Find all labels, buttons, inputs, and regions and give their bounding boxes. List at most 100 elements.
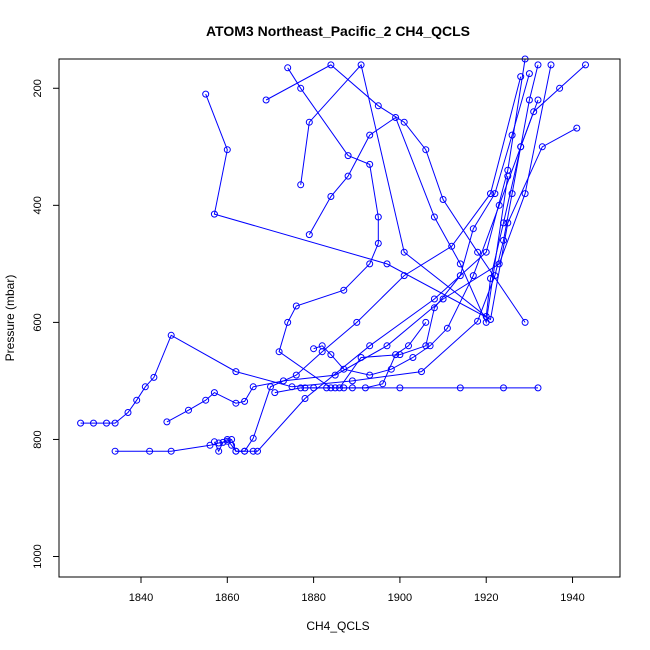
data-point (456, 272, 464, 280)
data-point (232, 399, 240, 407)
data-point (327, 351, 335, 359)
data-point (469, 272, 477, 280)
data-point (210, 438, 218, 446)
data-point (348, 384, 356, 392)
data-point (474, 317, 482, 325)
x-tick-label: 1900 (388, 592, 412, 604)
data-point (383, 260, 391, 268)
data-point (318, 342, 326, 350)
data-point (374, 102, 382, 110)
data-point (232, 447, 240, 455)
data-point (487, 190, 494, 198)
data-point (469, 225, 477, 233)
data-point (348, 377, 356, 385)
data-point (353, 318, 361, 326)
data-point (340, 365, 348, 373)
data-point (491, 190, 499, 198)
data-point (366, 342, 374, 350)
data-point (210, 389, 218, 397)
data-point (262, 96, 270, 104)
data-point (374, 239, 382, 247)
data-point (344, 152, 352, 160)
series-3 (163, 61, 555, 426)
data-point (409, 354, 417, 361)
data-point (103, 419, 110, 427)
data-point (525, 96, 533, 104)
y-tick-label: 800 (32, 430, 44, 448)
data-point (111, 419, 119, 427)
data-point (228, 441, 236, 449)
data-point (331, 371, 339, 379)
y-tick-label: 200 (32, 79, 44, 97)
data-point (573, 124, 581, 132)
data-point (500, 236, 507, 244)
data-point (517, 143, 525, 151)
data-point (482, 318, 490, 326)
data-point (474, 248, 482, 256)
data-point (215, 439, 223, 447)
data-point (361, 384, 369, 392)
data-point (392, 114, 400, 121)
series-6 (275, 64, 542, 392)
series-line (115, 58, 526, 452)
data-point (525, 70, 533, 78)
series-5 (202, 90, 581, 323)
data-point (443, 324, 451, 332)
data-point (396, 384, 404, 392)
y-tick-label: 400 (32, 196, 44, 214)
data-point (504, 219, 512, 227)
data-point (482, 248, 490, 256)
data-point (538, 143, 546, 151)
series-1 (77, 61, 542, 427)
data-point (508, 131, 516, 139)
series-line (166, 64, 552, 423)
data-point (310, 384, 318, 392)
data-point (430, 213, 438, 221)
data-point (202, 396, 210, 404)
series-7 (262, 61, 529, 326)
series-line (313, 99, 539, 376)
data-point (508, 190, 516, 198)
data-point (90, 419, 97, 427)
series-line (205, 93, 578, 321)
data-point (534, 384, 542, 392)
data-point (310, 345, 318, 353)
data-point (439, 295, 447, 303)
data-point (418, 368, 425, 376)
data-point (366, 260, 374, 268)
data-point (400, 248, 408, 256)
data-point (383, 342, 391, 350)
data-point (301, 384, 309, 392)
y-tick-label: 1000 (32, 544, 44, 568)
data-point (301, 395, 309, 402)
x-tick-label: 1940 (560, 592, 584, 604)
data-point (387, 365, 395, 373)
data-point (487, 275, 494, 282)
data-point (430, 304, 438, 312)
data-point (111, 447, 119, 455)
x-tick-label: 1840 (129, 592, 153, 604)
data-point (279, 377, 287, 385)
data-point (357, 61, 365, 69)
series-10 (305, 114, 512, 326)
data-point (517, 73, 525, 81)
data-point (327, 193, 335, 200)
series-8 (297, 61, 589, 320)
data-point (340, 286, 348, 294)
data-point (556, 84, 564, 92)
data-point (77, 419, 85, 427)
series-4 (210, 73, 525, 455)
data-point (521, 318, 529, 326)
x-axis-label: CH4_QCLS (306, 619, 369, 633)
data-point (241, 447, 249, 455)
data-point (206, 441, 214, 449)
data-point (344, 172, 352, 180)
data-point (495, 260, 503, 268)
data-point (422, 318, 430, 326)
data-point (249, 447, 257, 455)
data-point (305, 231, 313, 239)
data-point (292, 371, 300, 379)
data-point (146, 447, 154, 455)
data-point (582, 61, 589, 69)
data-point (534, 96, 542, 104)
